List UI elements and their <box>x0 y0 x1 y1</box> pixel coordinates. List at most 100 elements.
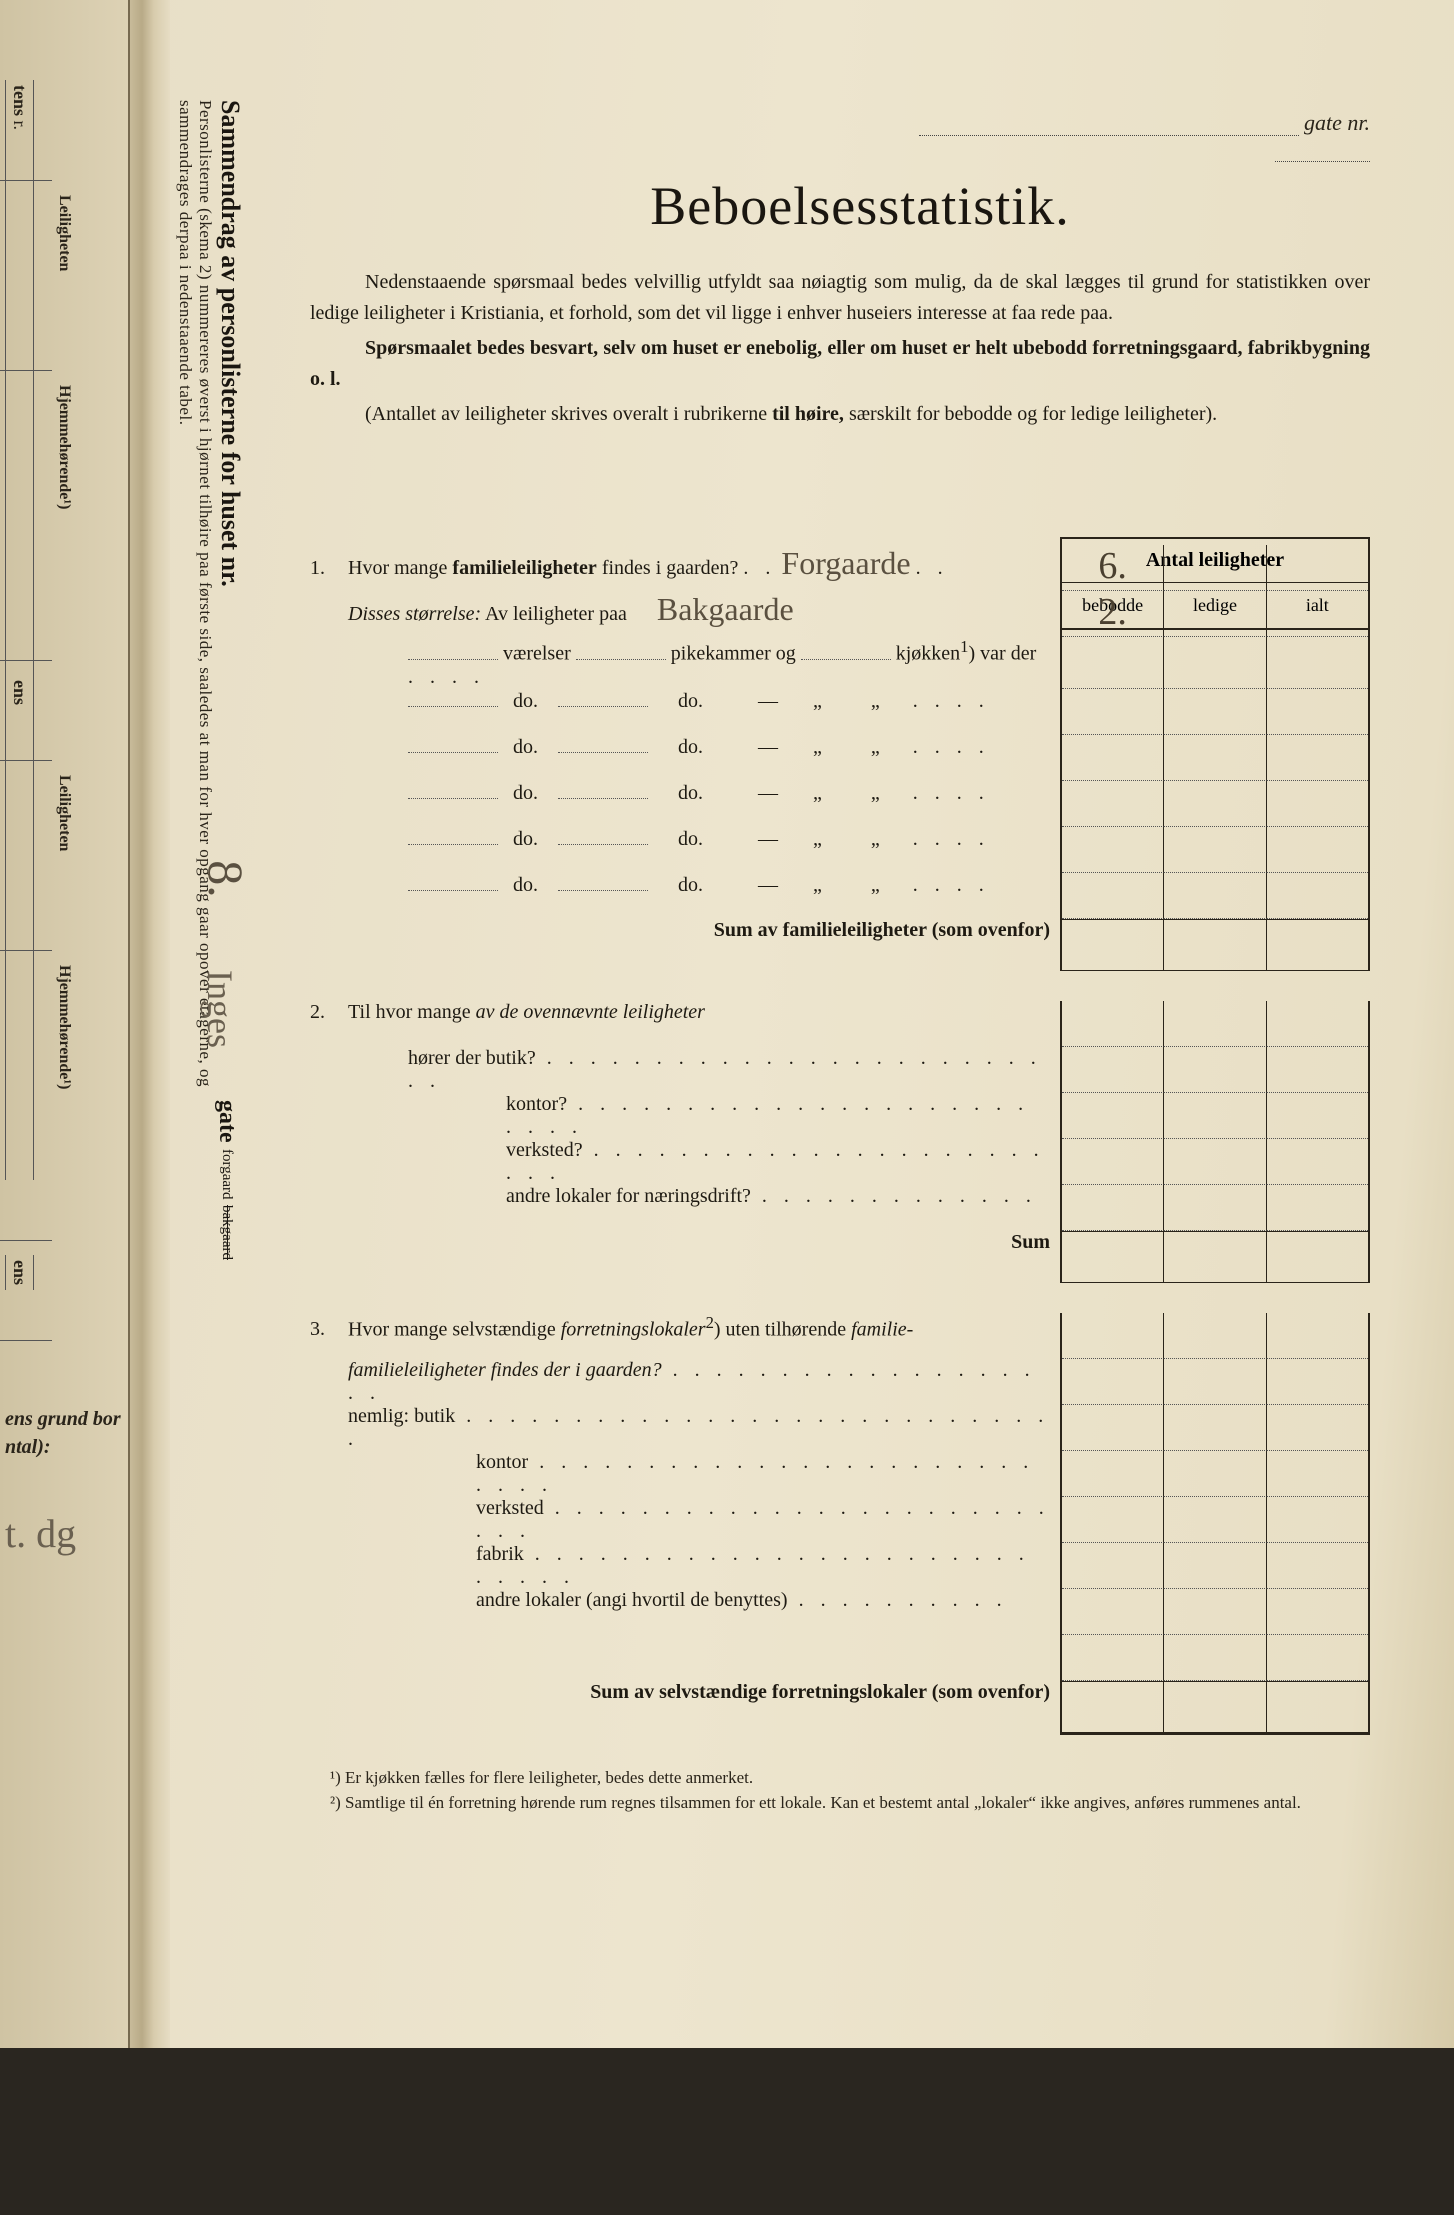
q2-kontor: kontor? . . . . . . . . . . . . . . . . … <box>348 1093 1060 1139</box>
grund-label: ens grund borntal): <box>0 1405 130 1461</box>
tens-label: tens <box>10 85 30 116</box>
cell <box>1267 1451 1368 1497</box>
cell <box>1267 1093 1368 1139</box>
r-label: r. <box>10 121 30 131</box>
cell <box>1267 1497 1368 1543</box>
handwritten-street: Inges <box>199 970 241 1048</box>
intro-p1: Nedenstaaende spørsmaal bedes velvillig … <box>310 267 1370 329</box>
q3-andre: andre lokaler (angi hvortil de benyttes)… <box>348 1589 1060 1612</box>
cell <box>1164 873 1266 919</box>
cell <box>1164 1093 1266 1139</box>
cell <box>1164 1185 1266 1231</box>
cell <box>1062 1313 1164 1359</box>
question-2: 2. Til hvor mange av de ovennævnte leili… <box>310 1001 1370 1283</box>
cell <box>1062 1497 1164 1543</box>
ens-label-2: ens <box>5 1255 34 1290</box>
q2-butik: hører der butik? . . . . . . . . . . . .… <box>348 1047 1060 1093</box>
document-page: tens r. Leiligheten Hjemmehørende¹) ens … <box>0 0 1454 2048</box>
q1-text: Hvor mange familieleiligheter findes i g… <box>348 545 1060 582</box>
gate-label: gate forgaard bakgaard <box>213 1100 240 1260</box>
hand-forgaarde: Forgaarde <box>781 545 910 581</box>
cell <box>1164 1681 1266 1733</box>
cell <box>1164 1359 1266 1405</box>
cell <box>1164 591 1266 637</box>
left-margin-column: tens r. Leiligheten Hjemmehørende¹) ens … <box>0 0 130 2048</box>
do-row: do. do. — „ „ . . . . <box>348 781 1060 805</box>
cell <box>1267 781 1368 827</box>
do-row: do. do. — „ „ . . . . <box>348 827 1060 851</box>
separator <box>0 950 52 951</box>
cell <box>1267 689 1368 735</box>
cell <box>1164 1451 1266 1497</box>
cell <box>1062 689 1164 735</box>
q3-butik: nemlig: butik . . . . . . . . . . . . . … <box>348 1405 1060 1451</box>
cell <box>1062 1047 1164 1093</box>
hjemme-label-2: Hjemmehørende¹) <box>55 965 73 2215</box>
cell <box>1267 873 1368 919</box>
q1-sum-label: Sum av familieleiligheter (som ovenfor) <box>348 919 1060 942</box>
cell <box>1267 637 1368 689</box>
cell <box>1267 591 1368 637</box>
q3-sum-label: Sum av selvstændige forretningslokaler (… <box>348 1681 1060 1704</box>
left-col-labels: tens r. <box>5 80 34 1180</box>
cell <box>1267 1359 1368 1405</box>
cell <box>1062 1405 1164 1451</box>
sidebar-title: Sammendrag av personlisterne for huset n… <box>215 100 245 780</box>
cell <box>1164 1543 1266 1589</box>
cell <box>1062 1635 1164 1681</box>
q3-fabrik: fabrik . . . . . . . . . . . . . . . . .… <box>348 1543 1060 1589</box>
do-row: do. do. — „ „ . . . . <box>348 735 1060 759</box>
cell <box>1267 1231 1368 1283</box>
footnote-2: ²) Samtlige til én forretning hørende ru… <box>310 1790 1330 1816</box>
cell <box>1267 1589 1368 1635</box>
handwritten-number: 8. <box>197 860 255 898</box>
q1-number: 1. <box>310 557 348 580</box>
separator <box>0 1340 52 1341</box>
q2-andre: andre lokaler for næringsdrift? . . . . … <box>348 1185 1060 1208</box>
intro-text: Nedenstaaende spørsmaal bedes velvillig … <box>310 267 1410 430</box>
form-area: Antal leiligheter bebodde ledige ialt 1.… <box>310 545 1410 1816</box>
cell <box>1267 1139 1368 1185</box>
ens-label: ens <box>5 675 34 710</box>
cell <box>1062 1231 1164 1283</box>
handwriting-bottom: t. dg <box>5 1510 76 1557</box>
do-row: do. do. — „ „ . . . . <box>348 873 1060 897</box>
cell <box>1267 1047 1368 1093</box>
q2-sum-label: Sum <box>348 1231 1060 1254</box>
header-gate-field: gate nr. <box>830 110 1370 162</box>
cell <box>1062 781 1164 827</box>
q2-verksted: verksted? . . . . . . . . . . . . . . . … <box>348 1139 1060 1185</box>
cell-val-6: 6. <box>1062 545 1164 591</box>
forgaard-label: forgaard <box>218 1149 235 1200</box>
cell <box>1062 919 1164 971</box>
cell <box>1164 1635 1266 1681</box>
cell <box>1267 1313 1368 1359</box>
cell <box>1267 1185 1368 1231</box>
cell <box>1062 1139 1164 1185</box>
cell <box>1164 1139 1266 1185</box>
cell <box>1164 1405 1266 1451</box>
cell <box>1062 1681 1164 1733</box>
vertical-sidebar: Personlisterne (skema 2) nummereres øver… <box>175 100 275 1450</box>
q3-number: 3. <box>310 1318 348 1341</box>
cell <box>1267 919 1368 971</box>
q3-kontor: kontor . . . . . . . . . . . . . . . . .… <box>348 1451 1060 1497</box>
footnote-1: ¹) Er kjøkken fælles for flere leilighet… <box>310 1765 1330 1791</box>
book-spine <box>130 0 170 2048</box>
cell <box>1267 735 1368 781</box>
footnotes: ¹) Er kjøkken fælles for flere leilighet… <box>310 1765 1370 1816</box>
cell <box>1062 735 1164 781</box>
cell <box>1267 1001 1368 1047</box>
cell <box>1164 1047 1266 1093</box>
bakgaard-label: bakgaard <box>218 1205 235 1260</box>
cell <box>1164 1589 1266 1635</box>
hand-bakgaarde: Bakgaarde <box>657 591 794 627</box>
q2-text: Til hvor mange av de ovennævnte leilighe… <box>348 1001 1060 1024</box>
question-1: 1. Hvor mange familieleiligheter findes … <box>310 545 1370 971</box>
room-row: værelser pikekammer og kjøkken1) var der… <box>348 637 1060 689</box>
separator <box>0 660 52 661</box>
cell <box>1164 735 1266 781</box>
cell <box>1267 827 1368 873</box>
q1-size-text: Disses størrelse: Av leiligheter paa Bak… <box>348 591 1060 628</box>
main-content: gate nr. Beboelsesstatistik. Nedenstaaen… <box>310 80 1410 1816</box>
